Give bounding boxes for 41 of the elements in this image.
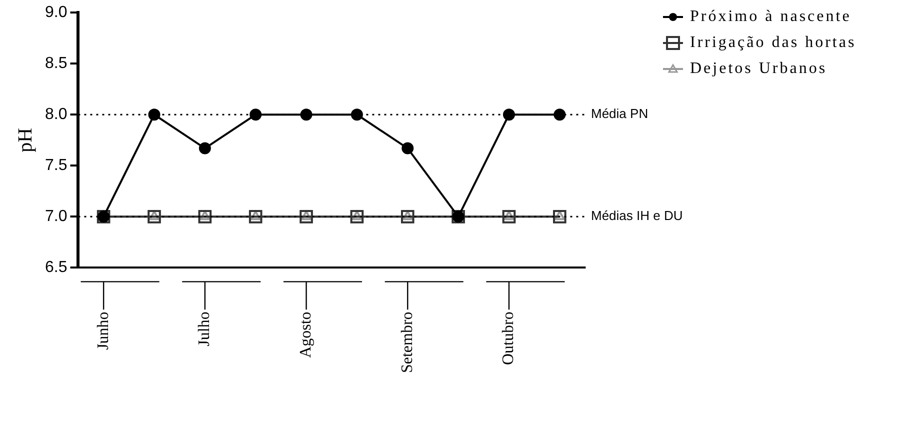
- legend-label: Irrigação das hortas: [690, 34, 856, 52]
- point: [502, 210, 516, 224]
- y-tick-label: 8.0: [44, 106, 68, 124]
- point: [402, 210, 413, 220]
- point: [148, 210, 160, 220]
- point: [352, 210, 362, 220]
- point: [554, 210, 565, 220]
- x-tick-label: Outubro: [500, 312, 518, 366]
- legend-label: Próximo à nascente: [690, 8, 852, 26]
- point: [300, 210, 313, 224]
- point: [248, 210, 262, 224]
- point: [200, 210, 210, 220]
- point: [350, 108, 363, 121]
- point: [148, 210, 161, 224]
- x-tick-label: Junho: [94, 312, 112, 350]
- point: [250, 108, 262, 121]
- point: [350, 210, 364, 224]
- y-tick-label: 6.5: [44, 259, 68, 276]
- point: [400, 210, 414, 224]
- point: [198, 142, 211, 154]
- point: [553, 210, 566, 224]
- y-axis-title: pH: [14, 128, 36, 152]
- point: [198, 210, 212, 224]
- point: [148, 108, 160, 121]
- point: [300, 210, 312, 220]
- legend-label: Dejetos Urbanos: [690, 60, 828, 78]
- point: [300, 108, 312, 121]
- point: [502, 108, 515, 121]
- ref-line-label: Médias IH e DU: [591, 208, 683, 224]
- x-tick-label: Setembro: [398, 312, 416, 374]
- y-tick-label: 9.0: [44, 4, 68, 22]
- y-tick-label: 8.5: [44, 55, 68, 72]
- point: [250, 210, 261, 220]
- point: [402, 142, 414, 154]
- ref-line-label: Média PN: [591, 106, 648, 122]
- x-tick-label: Julho: [196, 312, 214, 346]
- point: [504, 210, 514, 220]
- y-tick-label: 7.0: [44, 208, 68, 226]
- point: [554, 108, 566, 121]
- x-tick-label: Agosto: [297, 312, 314, 358]
- y-tick-label: 7.5: [44, 157, 68, 174]
